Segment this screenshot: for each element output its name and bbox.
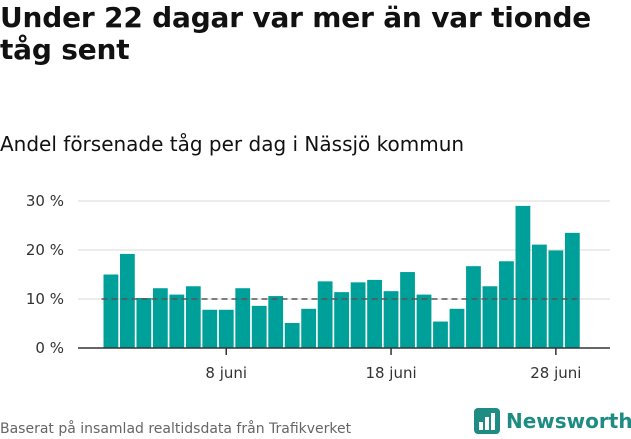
x-tick-label: 18 juni: [365, 364, 416, 382]
bar: [531, 244, 547, 348]
bar: [235, 288, 251, 348]
bar: [449, 308, 465, 348]
bar: [103, 274, 119, 348]
bar: [564, 232, 580, 348]
bar: [482, 286, 498, 348]
bar: [433, 321, 448, 348]
bar-chart: 0 % 10 % 20 % 30 % 8 juni 18 juni 28 juni: [26, 192, 610, 382]
bar: [400, 272, 415, 348]
source-note: Baserat på insamlad realtidsdata från Tr…: [0, 421, 352, 437]
bar: [301, 308, 317, 348]
bar: [202, 309, 218, 348]
y-tick-label: 20 %: [26, 241, 64, 259]
bar: [350, 282, 366, 348]
bar: [515, 205, 531, 348]
x-axis: 8 juni 18 juni 28 juni: [78, 347, 610, 382]
bar: [367, 279, 382, 348]
bar: [334, 292, 350, 348]
bar: [466, 266, 481, 348]
newsworthy-logo: Newsworthy: [474, 406, 631, 436]
bar: [218, 309, 234, 348]
bar: [251, 305, 267, 348]
brand-name: Newsworthy: [506, 409, 631, 433]
x-tick-label: 8 juni: [205, 364, 247, 382]
bar: [499, 261, 514, 348]
bars: [103, 205, 580, 348]
chart-subtitle: Andel försenade tåg per dag i Nässjö kom…: [0, 132, 465, 156]
bar-chart-logo-icon: [474, 408, 500, 434]
bar: [152, 288, 168, 348]
y-axis-labels: 0 % 10 % 20 % 30 %: [26, 192, 64, 357]
x-tick-label: 28 juni: [530, 364, 581, 382]
bar: [416, 294, 432, 348]
bar: [169, 294, 185, 348]
y-tick-label: 0 %: [35, 339, 64, 357]
bar: [284, 323, 300, 348]
bar: [383, 291, 399, 348]
bar: [185, 286, 201, 348]
bar: [268, 296, 284, 348]
bar: [317, 281, 333, 348]
y-tick-label: 10 %: [26, 290, 64, 308]
bar: [136, 298, 152, 348]
bar: [119, 253, 135, 348]
y-tick-label: 30 %: [26, 192, 64, 210]
chart-title: Under 22 dagar var mer än var tionde tåg…: [0, 1, 592, 66]
